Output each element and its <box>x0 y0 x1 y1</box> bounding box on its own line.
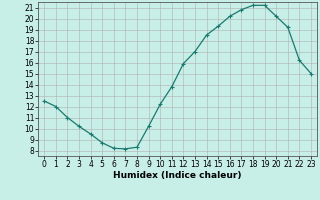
X-axis label: Humidex (Indice chaleur): Humidex (Indice chaleur) <box>113 171 242 180</box>
